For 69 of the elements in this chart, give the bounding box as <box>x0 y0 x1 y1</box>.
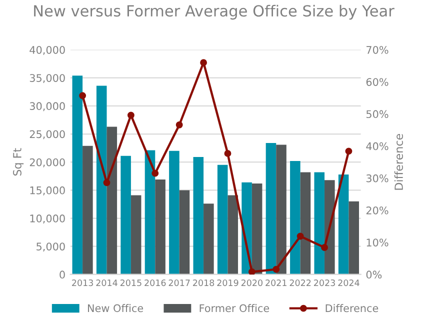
bar <box>204 204 214 274</box>
legend-label: Former Office <box>200 304 270 312</box>
bar <box>72 76 83 274</box>
point <box>248 268 256 274</box>
y-tick-label: 25,000 <box>30 130 65 140</box>
x-tick-label: 2015 <box>120 279 142 286</box>
y-tick-label: 10,000 <box>30 214 65 224</box>
y2-tick-label: 20% <box>366 206 388 214</box>
y2-tick-label: 50% <box>366 110 388 118</box>
bar <box>193 157 204 274</box>
y-tick-label: 5,000 <box>36 242 65 252</box>
chart-title: New versus Former Average Office Size by Year <box>34 4 394 20</box>
y-tick-label: 20,000 <box>30 158 65 168</box>
point <box>79 92 86 100</box>
point <box>200 59 208 66</box>
bar <box>228 195 238 274</box>
x-tick-label: 2023 <box>314 279 335 286</box>
bar <box>130 195 142 274</box>
bar <box>348 201 359 274</box>
bar <box>169 150 180 274</box>
bar <box>217 164 228 274</box>
bar <box>276 144 286 274</box>
y-tick-label: 30,000 <box>30 102 65 112</box>
y2-tick-label: 60% <box>366 78 388 86</box>
x-tick-label: 2016 <box>144 279 166 286</box>
y2-tick-label: 30% <box>366 174 388 182</box>
point <box>152 170 159 177</box>
legend-label: Difference <box>326 304 378 312</box>
bar <box>144 150 156 274</box>
point <box>272 266 280 273</box>
x-tick-label: 2021 <box>266 279 286 286</box>
x-tick-label: 2022 <box>290 279 311 286</box>
bar <box>120 156 131 274</box>
x-tick-label: 2014 <box>96 279 118 286</box>
x-tick-label: 2020 <box>241 279 262 286</box>
y2-tick-label: 40% <box>366 142 388 150</box>
bar <box>82 146 93 274</box>
point <box>296 232 304 240</box>
y2-tick-label: 10% <box>366 238 388 246</box>
x-tick-label: 2019 <box>217 279 238 286</box>
y-axis-title: Sq Ft <box>13 148 24 176</box>
bar <box>106 126 118 274</box>
bar <box>300 172 311 274</box>
bar <box>179 190 190 274</box>
x-tick-label: 2013 <box>72 279 93 286</box>
bar <box>314 172 325 274</box>
y2-tick-label: 70% <box>366 46 388 54</box>
x-tick-label: 2018 <box>193 279 214 286</box>
bar <box>252 183 262 274</box>
bar <box>290 160 300 274</box>
point <box>224 150 232 157</box>
point <box>321 244 328 251</box>
y-tick-label: 15,000 <box>30 186 65 196</box>
point <box>103 179 110 186</box>
bar <box>96 86 107 274</box>
bar <box>155 180 166 274</box>
y-tick-label: 0 <box>60 270 65 279</box>
x-tick-label: 2017 <box>168 279 190 286</box>
y2-axis-title: Difference <box>394 134 403 190</box>
x-tick-label: 2024 <box>338 279 360 286</box>
bar <box>266 143 276 274</box>
point <box>176 121 183 128</box>
y-tick-label: 35,000 <box>30 74 65 84</box>
legend-label: New Office <box>88 304 144 312</box>
bar <box>338 174 349 274</box>
point <box>345 148 352 155</box>
point <box>127 112 134 119</box>
y2-tick-label: 0% <box>366 270 382 279</box>
y-tick-label: 40,000 <box>30 46 65 55</box>
